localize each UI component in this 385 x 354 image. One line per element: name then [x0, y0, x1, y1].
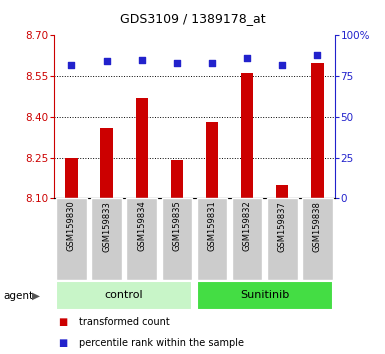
Bar [206, 122, 218, 198]
Text: GDS3109 / 1389178_at: GDS3109 / 1389178_at [120, 12, 265, 25]
Text: GSM159834: GSM159834 [137, 201, 146, 251]
Text: GSM159838: GSM159838 [313, 201, 322, 252]
Text: GSM159830: GSM159830 [67, 201, 76, 251]
Bar [197, 281, 333, 310]
Bar [162, 198, 192, 280]
Text: ▶: ▶ [32, 291, 40, 301]
Bar [276, 185, 288, 198]
Bar [197, 198, 227, 280]
Text: GSM159837: GSM159837 [278, 201, 287, 252]
Bar [65, 158, 78, 198]
Text: ■: ■ [58, 338, 67, 348]
Text: ■: ■ [58, 317, 67, 327]
Point [279, 62, 285, 68]
Text: GSM159831: GSM159831 [208, 201, 216, 251]
Text: GSM159833: GSM159833 [102, 201, 111, 252]
Point [174, 60, 180, 66]
Bar [56, 198, 87, 280]
Text: GSM159832: GSM159832 [243, 201, 252, 251]
Bar [311, 63, 323, 198]
Bar [100, 128, 113, 198]
Text: percentile rank within the sample: percentile rank within the sample [79, 338, 244, 348]
Point [244, 55, 250, 61]
Text: agent: agent [4, 291, 34, 301]
Bar [267, 198, 298, 280]
Bar [56, 281, 192, 310]
Bar [126, 198, 157, 280]
Bar [136, 98, 148, 198]
Text: control: control [105, 290, 144, 300]
Point [314, 52, 320, 58]
Bar [91, 198, 122, 280]
Bar [241, 73, 253, 198]
Bar [171, 160, 183, 198]
Text: transformed count: transformed count [79, 317, 170, 327]
Point [209, 60, 215, 66]
Text: Sunitinib: Sunitinib [240, 290, 289, 300]
Point [104, 59, 110, 64]
Point [69, 62, 75, 68]
Bar [232, 198, 263, 280]
Text: GSM159835: GSM159835 [172, 201, 181, 251]
Point [139, 57, 145, 63]
Bar [302, 198, 333, 280]
